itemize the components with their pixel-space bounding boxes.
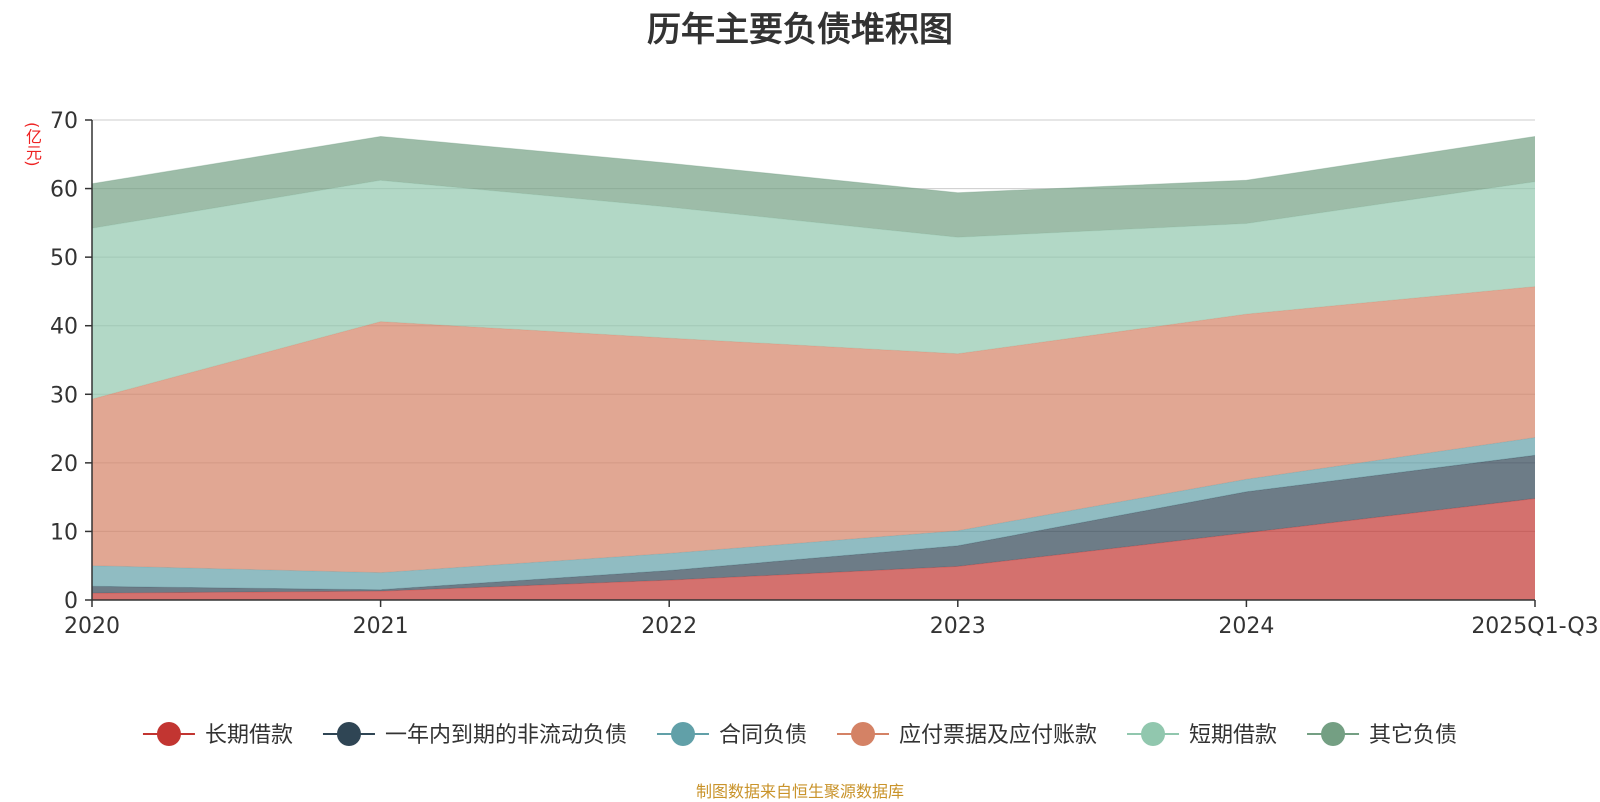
legend-item-0[interactable]: 长期借款 xyxy=(142,722,293,748)
x-tick-label: 2023 xyxy=(930,614,986,639)
legend-marker xyxy=(336,722,361,746)
x-tick-label: 2022 xyxy=(641,614,697,639)
area-series-4 xyxy=(92,180,1535,400)
legend-label: 长期借款 xyxy=(205,723,293,748)
legend-marker xyxy=(670,722,695,746)
y-tick-label: 50 xyxy=(50,246,78,271)
legend-item-2[interactable]: 合同负债 xyxy=(656,722,807,748)
area-series-3 xyxy=(92,286,1535,573)
x-tick-label: 2020 xyxy=(64,614,120,639)
x-tick-label: 2024 xyxy=(1218,614,1274,639)
axes: 0 10 20 30 40 50 60 70 2020 2021 2022 2023 2024 2025Q… xyxy=(50,109,1599,639)
legend-label: 短期借款 xyxy=(1189,723,1277,748)
legend-marker xyxy=(1141,722,1166,746)
legend-item-5[interactable]: 其它负债 xyxy=(1307,722,1457,748)
area-series-5 xyxy=(92,136,1535,238)
x-tick-label: 2021 xyxy=(353,614,409,639)
legend-label: 应付票据及应付账款 xyxy=(899,723,1097,748)
y-tick-label: 30 xyxy=(50,383,78,408)
legend-item-1[interactable]: 一年内到期的非流动负债 xyxy=(322,722,627,748)
legend-label: 一年内到期的非流动负债 xyxy=(385,723,627,748)
legend-marker xyxy=(156,722,181,746)
y-tick-label: 10 xyxy=(50,520,78,545)
legend-label: 合同负债 xyxy=(719,723,807,748)
area-series-1 xyxy=(92,455,1535,594)
legend-item-3[interactable]: 应付票据及应付账款 xyxy=(837,722,1097,748)
y-tick-label: 40 xyxy=(50,315,78,340)
area-series-2 xyxy=(92,437,1535,590)
y-tick-label: 0 xyxy=(64,589,78,614)
legend-marker xyxy=(851,722,875,746)
chart-title: 历年主要负债堆积图 xyxy=(647,10,953,50)
area-series-0 xyxy=(92,498,1535,600)
x-tick-label: 2025Q1-Q3 xyxy=(1471,614,1598,639)
legend-label: 其它负债 xyxy=(1369,723,1457,748)
source-note: 制图数据来自恒生聚源数据库 xyxy=(695,782,904,801)
y-unit-label: (亿元) xyxy=(23,122,42,167)
y-tick-label: 60 xyxy=(50,178,78,203)
y-tick-label: 20 xyxy=(50,452,78,477)
y-tick-label: 70 xyxy=(50,109,78,134)
area-series-5-line xyxy=(91,135,1536,194)
legend-marker xyxy=(1321,722,1346,746)
area-series xyxy=(91,135,1536,600)
legend[interactable]: 长期借款 一年内到期的非流动负债 合同负债 应付票据及应付账款 短期借款 其它负债 xyxy=(142,722,1457,748)
legend-item-4[interactable]: 短期借款 xyxy=(1127,722,1277,748)
